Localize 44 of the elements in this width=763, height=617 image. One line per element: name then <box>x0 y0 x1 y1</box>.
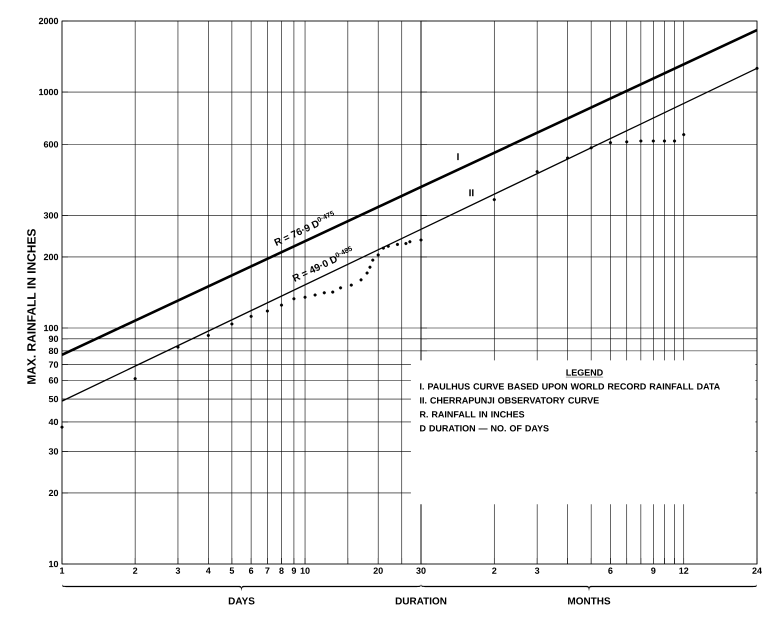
y-tick-label: 60 <box>48 377 58 384</box>
y-tick-label: 600 <box>44 141 58 148</box>
annotation: LEGEND <box>566 369 603 376</box>
y-tick-label: 300 <box>44 212 58 219</box>
x-tick-label: 3 <box>534 568 540 574</box>
annotation: II. CHERRAPUNJI OBSERVATORY CURVE <box>420 397 599 404</box>
text: MONTHS <box>568 597 610 604</box>
annotation: R. RAINFALL IN INCHES <box>420 411 524 418</box>
series-label: I <box>457 153 459 160</box>
x-tick-label: 5 <box>230 568 234 574</box>
y-tick-label: 80 <box>48 348 58 354</box>
y-axis-title: MAX. RAINFALL IN INCHES <box>27 229 36 384</box>
x-tick-label: 9 <box>292 568 296 574</box>
y-tick-label: 90 <box>48 336 58 342</box>
annotation: I. PAULHUS CURVE BASED UPON WORLD RECORD RAINFALL DATA <box>420 383 720 390</box>
x-tick-label: 6 <box>248 568 254 574</box>
x-tick-label: 2 <box>132 568 138 574</box>
x-tick-label: 10 <box>300 568 310 574</box>
y-tick-label: 50 <box>48 396 58 402</box>
y-tick-label: 30 <box>48 448 58 455</box>
y-tick-label: 20 <box>48 490 58 496</box>
x-tick-label: 8 <box>279 568 284 574</box>
y-tick-label: 1000 <box>39 88 58 96</box>
x-tick-label: 6 <box>608 568 613 574</box>
x-tick-label: 30 <box>416 568 426 574</box>
x-tick-label: 12 <box>679 568 688 574</box>
x-tick-label: 9 <box>651 568 656 574</box>
y-tick-label: 200 <box>44 254 58 260</box>
text: DAYS <box>228 597 255 604</box>
x-axis-title: DURATION <box>396 597 446 604</box>
x-tick-label: 3 <box>176 568 180 574</box>
y-tick-label: 100 <box>44 324 58 332</box>
x-tick-label: 2 <box>492 568 496 574</box>
annotation: D DURATION — NO. OF DAYS <box>420 425 549 432</box>
y-tick-label: 10 <box>49 560 58 568</box>
x-tick-label: 1 <box>60 568 64 574</box>
series-label: II <box>469 189 474 196</box>
x-tick-label: 7 <box>265 568 270 574</box>
y-tick-label: 70 <box>48 361 58 368</box>
y-tick-label: 40 <box>48 418 58 426</box>
x-tick-label: 4 <box>206 568 211 574</box>
x-tick-label: 24 <box>752 568 762 574</box>
x-tick-label: 20 <box>374 568 383 574</box>
y-tick-label: 2000 <box>38 18 58 24</box>
